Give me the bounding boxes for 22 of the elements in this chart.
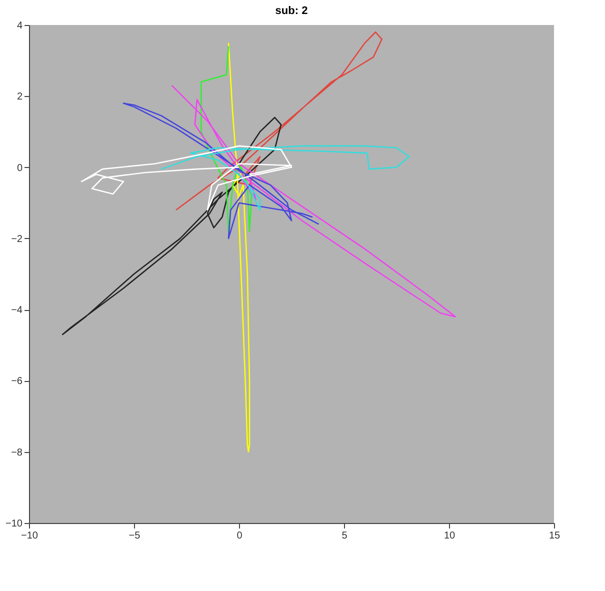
y-tick-label: −10 bbox=[6, 518, 23, 530]
line-series bbox=[160, 145, 410, 211]
chart-title: sub: 2 bbox=[275, 5, 308, 17]
y-tick-label: −2 bbox=[11, 234, 23, 245]
x-tick-label: −5 bbox=[128, 530, 141, 542]
y-tick-label: −6 bbox=[11, 376, 23, 388]
x-tick-label: 15 bbox=[548, 530, 560, 542]
line-series bbox=[200, 46, 252, 232]
y-tick-label: 0 bbox=[16, 162, 23, 174]
y-tick-label: 2 bbox=[16, 92, 23, 103]
line-series bbox=[122, 102, 320, 240]
x-tick-label: 5 bbox=[342, 530, 348, 542]
line-series bbox=[171, 84, 456, 318]
y-tick-label: 4 bbox=[16, 20, 23, 32]
line-series bbox=[175, 31, 382, 211]
line-series bbox=[80, 145, 292, 211]
y-tick-label: −4 bbox=[11, 305, 23, 316]
x-tick-label: 10 bbox=[444, 530, 456, 542]
line-series bbox=[228, 42, 250, 453]
y-tick-label: −8 bbox=[11, 447, 23, 458]
line-series bbox=[62, 116, 282, 336]
x-tick-label: 0 bbox=[236, 530, 243, 542]
